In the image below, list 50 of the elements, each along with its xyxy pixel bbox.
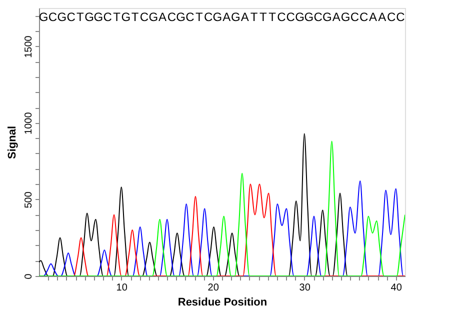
- y-tick-label: 1000: [24, 112, 34, 134]
- annotation: G: [295, 10, 304, 24]
- annotation: C: [48, 10, 58, 24]
- annotation: C: [350, 10, 360, 24]
- annotation: C: [66, 10, 76, 24]
- y-axis-title: Signal: [6, 126, 18, 160]
- annotation: C: [186, 10, 195, 24]
- x-tick-label: 20: [208, 282, 220, 294]
- annotation: A: [332, 10, 340, 24]
- annotation: T: [76, 10, 85, 24]
- annotation: G: [231, 10, 240, 24]
- annotation: G: [84, 10, 94, 24]
- x-tick-label: 30: [299, 282, 311, 294]
- x-axis-title: Residue Position: [178, 296, 268, 308]
- annotation: C: [396, 10, 406, 24]
- annotation: G: [57, 10, 67, 24]
- annotation: C: [386, 10, 396, 24]
- y-tick-label: 1500: [24, 35, 34, 58]
- annotation: C: [286, 10, 296, 24]
- annotation: C: [277, 10, 286, 24]
- annotation: C: [167, 10, 176, 24]
- annotation: C: [359, 10, 368, 24]
- annotation: G: [322, 10, 332, 24]
- annotation: T: [131, 10, 140, 24]
- y-tick-label: 500: [24, 191, 34, 208]
- annotation: T: [260, 10, 268, 24]
- annotation: T: [250, 10, 258, 24]
- annotation: G: [304, 10, 314, 24]
- annotation: G: [121, 10, 131, 24]
- annotation: T: [268, 10, 277, 24]
- annotation: C: [103, 10, 112, 24]
- annotation: A: [378, 10, 386, 24]
- annotation: G: [176, 10, 186, 24]
- annotation: G: [340, 10, 350, 24]
- annotation: A: [158, 10, 167, 24]
- annotation: G: [38, 10, 48, 24]
- annotation: A: [222, 10, 231, 24]
- y-tick-label: 0: [24, 273, 34, 280]
- annotation: A: [240, 10, 249, 24]
- annotation: C: [314, 10, 323, 24]
- annotation: T: [195, 10, 204, 24]
- annotation: C: [204, 10, 213, 24]
- annotation: G: [212, 10, 222, 24]
- annotation: G: [148, 10, 158, 24]
- x-tick-label: 10: [116, 282, 128, 294]
- annotation: C: [140, 10, 149, 24]
- annotation: A: [368, 10, 377, 24]
- annotation: T: [113, 10, 122, 24]
- x-tick-label: 40: [390, 282, 402, 294]
- annotation: G: [94, 10, 104, 24]
